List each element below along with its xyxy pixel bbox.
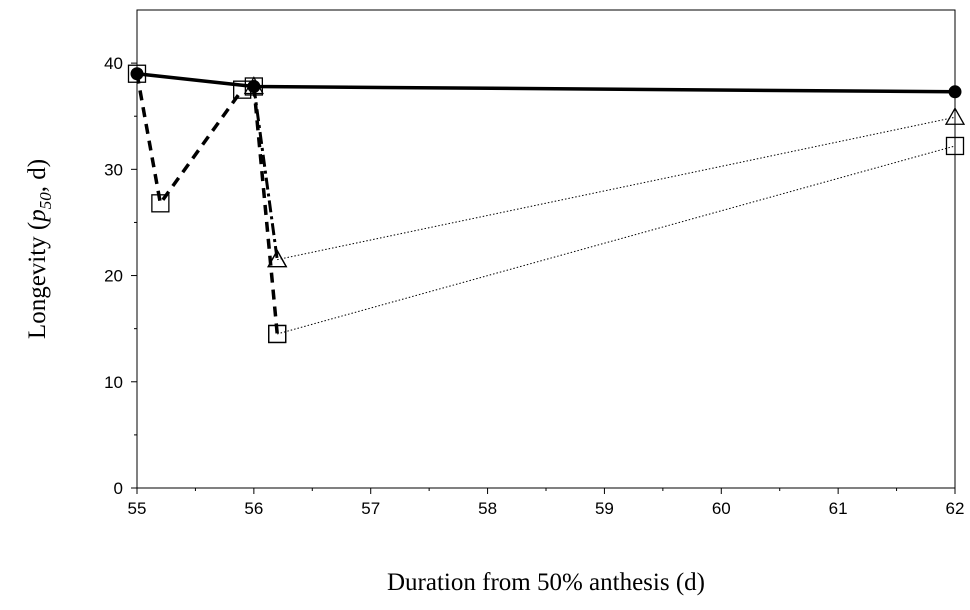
y-axis-title-sub: 50 — [36, 192, 55, 210]
data-point — [127, 64, 147, 83]
plot-area — [136, 9, 956, 489]
y-axis-title-suffix: , d) — [24, 159, 51, 192]
y-tick-label: 0 — [114, 479, 123, 498]
x-tick-label: 61 — [829, 499, 848, 518]
x-tick-label: 56 — [244, 499, 263, 518]
data-point — [944, 106, 966, 125]
data-point — [268, 324, 287, 344]
y-tick-label: 40 — [104, 54, 123, 73]
x-tick-label: 62 — [946, 499, 965, 518]
y-axis-title: Longevity (p50, d) — [24, 159, 55, 339]
data-point — [151, 194, 170, 213]
y-tick-label: 20 — [104, 267, 123, 286]
data-point — [948, 85, 962, 99]
axes: 55 56 57 58 59 60 61 62 0 10 20 30 40 — [104, 54, 964, 518]
y-tick-label: 30 — [104, 160, 123, 179]
data-point — [243, 76, 264, 95]
data-point — [267, 249, 288, 268]
x-tick-label: 59 — [595, 499, 614, 518]
x-tick-label: 57 — [361, 499, 380, 518]
x-axis-title: Duration from 50% anthesis (d) — [387, 569, 705, 596]
series-line — [252, 86, 279, 260]
data-point — [244, 77, 264, 96]
marker-layer — [127, 64, 966, 344]
y-axis-title-var: p — [24, 209, 51, 224]
x-tick-label: 58 — [478, 499, 497, 518]
y-axis-title-prefix: Longevity ( — [24, 222, 51, 339]
data-point — [945, 136, 965, 156]
series-line — [135, 73, 244, 206]
series-line — [252, 86, 279, 335]
y-tick-label: 10 — [104, 373, 123, 392]
data-point — [130, 67, 144, 81]
x-tick-label: 60 — [712, 499, 731, 518]
data-point — [233, 80, 252, 99]
x-tick-label: 55 — [128, 499, 147, 518]
